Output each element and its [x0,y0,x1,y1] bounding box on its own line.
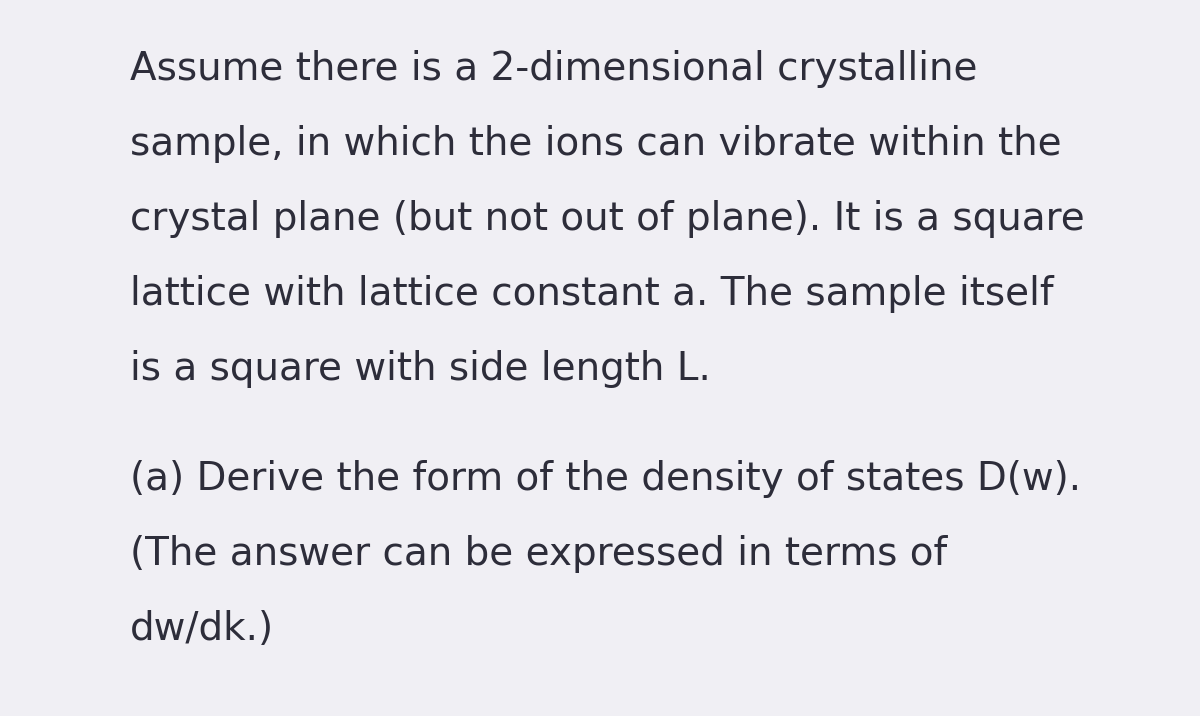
Text: (a) Derive the form of the density of states D(w).: (a) Derive the form of the density of st… [130,460,1081,498]
Text: is a square with side length L.: is a square with side length L. [130,350,710,388]
Text: crystal plane (but not out of plane). It is a square: crystal plane (but not out of plane). It… [130,200,1085,238]
Text: Assume there is a 2-dimensional crystalline: Assume there is a 2-dimensional crystall… [130,50,978,88]
Text: (The answer can be expressed in terms of: (The answer can be expressed in terms of [130,535,947,573]
Text: lattice with lattice constant a. The sample itself: lattice with lattice constant a. The sam… [130,275,1054,313]
Text: sample, in which the ions can vibrate within the: sample, in which the ions can vibrate wi… [130,125,1062,163]
Text: dw/dk.): dw/dk.) [130,610,274,648]
